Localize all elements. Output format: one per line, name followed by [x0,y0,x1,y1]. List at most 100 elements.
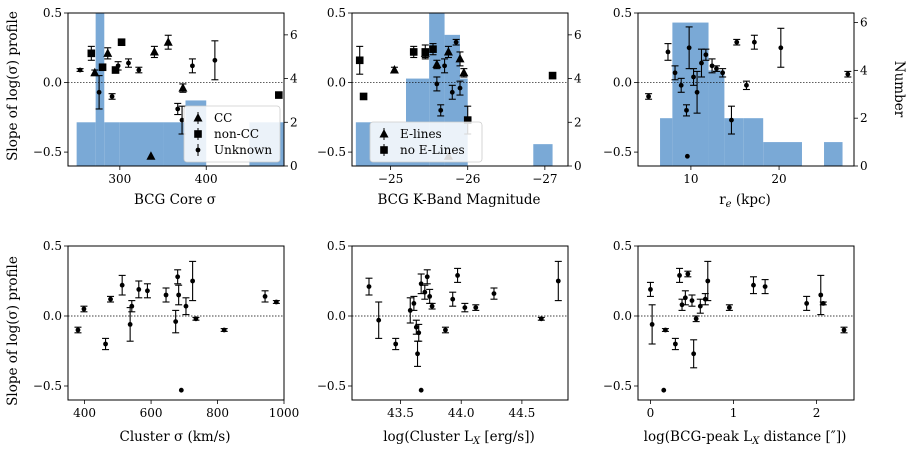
data-point-circle [434,81,440,87]
data-point-circle [697,303,703,309]
y-tick-label: 0.5 [613,6,632,20]
y-tick-label: 0.5 [43,6,62,20]
data-point-circle [103,341,108,347]
legend-label: E-lines [400,127,442,141]
histogram-bar [95,13,105,166]
data-point-circle [75,327,81,333]
data-point-circle [418,387,424,393]
data-point-square [409,48,418,56]
legend-label: non-CC [214,127,259,141]
x-tick-label: 1000 [269,406,300,420]
legend-label: Unknown [214,143,272,157]
right-tick-label: 4 [574,72,582,86]
histogram-bar [763,142,802,166]
data-point-triangle [103,48,113,57]
x-tick-label: −25 [378,172,403,186]
right-tick-label: 2 [574,115,582,129]
data-point-circle [762,284,768,289]
data-point-square [275,91,283,99]
data-point-triangle [90,67,100,77]
ylabel-bottom: Slope of log(σ) profile [5,256,21,406]
data-point-square [548,71,557,80]
data-point-circle [221,327,227,333]
data-point-circle [393,341,399,347]
right-axis-label: Number [891,61,907,118]
data-point-circle [127,322,133,327]
histogram-bar [104,122,120,166]
data-point-circle [677,273,682,278]
data-point-circle [841,327,847,333]
data-point-circle [491,291,497,296]
data-point-circle [646,94,651,99]
data-point-circle [129,303,135,309]
data-point-circle [429,303,435,309]
data-point-circle [685,271,691,277]
y-tick-label: 0.5 [327,6,346,20]
data-point-circle [684,153,690,159]
data-point-circle [136,287,142,292]
data-point-circle [691,351,697,357]
legend-marker-square [380,146,388,154]
xlabel-p4: Cluster σ (km/s) [120,429,231,445]
data-point-square [98,63,107,72]
xlabel-p6: log(BCG-peak LX distance [″]) [644,429,847,447]
data-point-circle [453,39,459,45]
histogram-bar [724,118,744,166]
data-point-circle [273,299,279,305]
y-tick-label: 0.0 [613,309,632,323]
data-point-circle [714,66,719,72]
x-tick-label: 800 [206,406,229,420]
data-point-triangle [149,46,159,56]
histogram-bar [743,118,764,166]
histogram-bar [533,144,553,166]
histogram-bar [708,70,725,166]
xlabel-p3: re (kpc) [719,192,771,210]
data-point-circle [686,45,692,51]
data-point-circle [663,327,668,333]
data-point-circle [678,82,684,88]
y-tick-label: 0.5 [613,239,632,253]
histogram-bar [824,142,843,166]
x-tick-label: 400 [73,406,96,420]
data-point-circle [415,351,420,357]
data-point-circle [108,296,113,302]
data-point-circle [163,292,169,298]
data-point-circle [691,74,696,80]
data-point-circle [462,305,468,310]
xlabel-p1: BCG Core σ [134,192,216,208]
data-point-circle [709,63,715,69]
panel-p2: 0 2 4 6 −25 −26 −27 −0.5 0.0 0.5 E-lines no E-Lines [317,6,582,186]
data-point-circle [705,278,711,284]
legend-marker-triangle [193,113,203,122]
right-tick-label: 0 [290,159,298,173]
data-point-circle [126,60,131,66]
x-tick-label: 300 [108,172,131,186]
legend-box [183,105,281,163]
data-point-circle [422,289,428,295]
right-tick-label: 2 [860,111,868,125]
right-tick-label: 2 [290,115,298,129]
data-point-circle [457,85,463,91]
right-tick-label: 0 [860,159,868,173]
data-point-circle [555,278,561,284]
histogram-bar [660,118,673,166]
y-tick-label: 0.5 [327,239,346,253]
data-point-circle [649,322,655,327]
data-point-circle [77,67,83,73]
axes-frame [351,245,569,401]
y-tick-label: −0.5 [603,379,632,393]
data-point-circle [672,341,678,347]
panel-p1: 0 2 4 6 300 400 −0.5 0.0 0.5 CC non-CC Unknown [33,6,298,186]
data-point-circle [175,106,181,112]
data-point-circle [145,288,150,294]
ylabel-top: Slope of log(σ) profile [5,11,21,161]
data-point-circle [442,63,447,69]
right-tick-label: 4 [860,63,868,77]
data-point-triangle [455,53,465,63]
data-point-circle [804,301,810,306]
data-point-circle [689,298,695,303]
data-point-square [87,49,96,58]
data-point-triangle [443,46,453,56]
y-tick-label: 0.0 [327,76,346,90]
legend-label: CC [214,111,232,125]
